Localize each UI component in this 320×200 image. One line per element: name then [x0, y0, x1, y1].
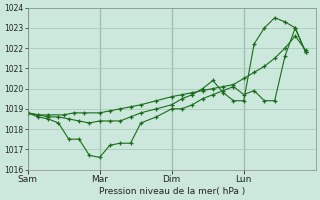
X-axis label: Pression niveau de la mer( hPa ): Pression niveau de la mer( hPa ): [99, 187, 245, 196]
